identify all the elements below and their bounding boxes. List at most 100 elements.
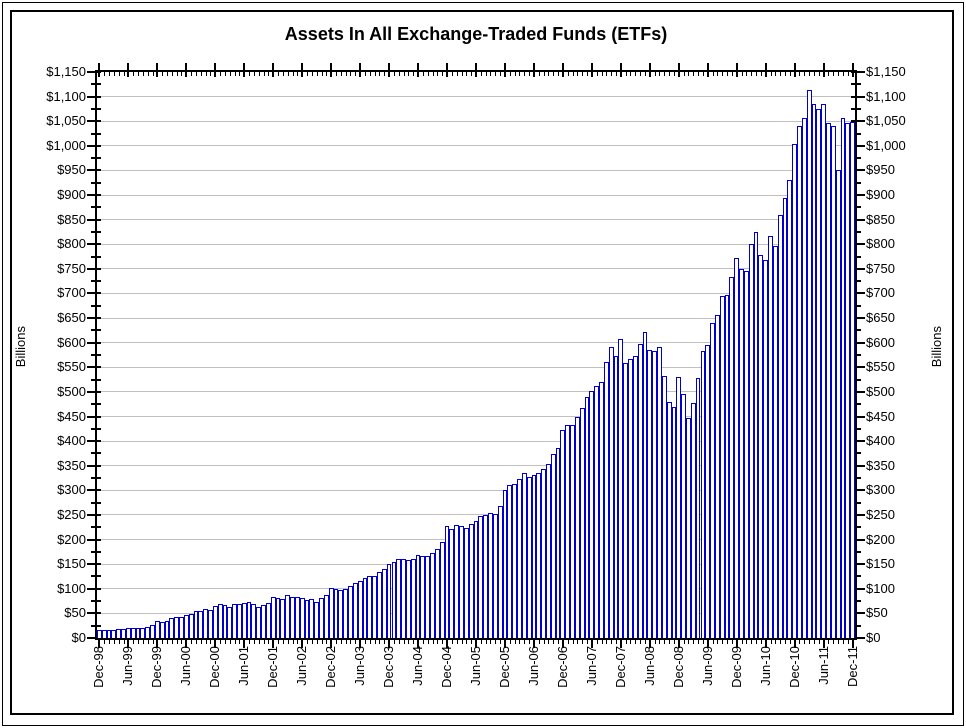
bar xyxy=(251,603,257,638)
x-minor-tick-bottom xyxy=(340,636,342,644)
bar xyxy=(845,123,851,638)
bar xyxy=(565,425,571,638)
x-minor-tick-bottom xyxy=(456,636,458,644)
x-minor-tick-top xyxy=(162,72,164,76)
bar xyxy=(613,355,619,638)
bar xyxy=(275,598,281,638)
bar xyxy=(811,103,817,638)
x-minor-tick-bottom xyxy=(644,636,646,644)
x-minor-tick-bottom xyxy=(350,636,352,644)
bar xyxy=(299,598,305,638)
x-minor-tick-bottom xyxy=(113,636,115,644)
x-tick-label: Dec-05 xyxy=(496,646,512,688)
bar xyxy=(241,602,247,638)
bar xyxy=(787,180,793,638)
bar xyxy=(410,559,416,638)
bar xyxy=(309,599,315,638)
x-minor-tick-top xyxy=(500,72,502,76)
bar xyxy=(536,473,542,638)
bar xyxy=(391,561,397,638)
x-tick-label: Dec-11 xyxy=(844,646,860,687)
y-major-tick-left xyxy=(87,292,101,295)
x-minor-tick-top xyxy=(746,72,748,76)
x-minor-tick-top xyxy=(567,72,569,76)
bar xyxy=(121,629,126,638)
y-major-tick-left xyxy=(87,587,101,590)
x-minor-tick-top xyxy=(234,72,236,76)
bar xyxy=(348,586,353,638)
bar xyxy=(657,346,662,638)
x-minor-tick-bottom xyxy=(138,636,140,644)
x-minor-tick-top xyxy=(698,72,700,76)
x-minor-tick-top xyxy=(538,72,540,76)
bar xyxy=(227,606,233,638)
x-minor-tick-bottom xyxy=(133,636,135,644)
x-minor-tick-top xyxy=(529,72,531,76)
bar xyxy=(705,344,711,638)
x-minor-tick-bottom xyxy=(210,636,212,644)
x-minor-tick-bottom xyxy=(616,636,617,644)
x-minor-tick-top xyxy=(630,72,632,76)
x-minor-tick-top xyxy=(427,72,429,76)
x-minor-tick-bottom xyxy=(162,636,164,644)
y-major-tick-right xyxy=(851,243,865,246)
x-minor-tick-bottom xyxy=(171,636,173,644)
x-minor-tick-bottom xyxy=(683,636,685,644)
x-minor-tick-top xyxy=(784,72,786,76)
y-major-tick-left xyxy=(87,144,101,147)
x-major-tick-bottom xyxy=(446,634,449,648)
y-tick-label-left: $250 xyxy=(57,506,86,522)
bar xyxy=(217,603,223,638)
x-minor-tick-top xyxy=(311,72,313,76)
gridline xyxy=(97,514,855,516)
x-tick-label: Dec-07 xyxy=(612,646,628,688)
x-minor-tick-top xyxy=(403,72,405,76)
x-minor-tick-bottom xyxy=(529,636,531,644)
x-minor-tick-top xyxy=(239,72,241,76)
bar xyxy=(328,587,334,638)
x-major-tick-bottom xyxy=(735,634,738,648)
x-minor-tick-top xyxy=(442,72,444,76)
x-minor-tick-top xyxy=(548,72,550,76)
x-minor-tick-top xyxy=(456,72,458,76)
x-minor-tick-bottom xyxy=(567,636,569,644)
gridline xyxy=(97,96,855,98)
bar xyxy=(647,350,653,638)
y-major-tick-right xyxy=(851,513,865,516)
bar xyxy=(434,549,440,638)
chart-title: Assets In All Exchange-Traded Funds (ETF… xyxy=(284,24,668,44)
x-minor-tick-bottom xyxy=(587,636,589,644)
y-major-tick-left xyxy=(87,538,101,541)
bar xyxy=(628,358,633,638)
bar xyxy=(758,255,764,638)
y-tick-label-right: $0 xyxy=(866,630,881,645)
y-tick-label-right: $1,050 xyxy=(866,113,906,129)
bar xyxy=(608,346,614,638)
x-minor-tick-top xyxy=(278,72,280,76)
x-minor-tick-bottom xyxy=(268,636,270,644)
bar xyxy=(449,528,455,638)
y-major-tick-right xyxy=(851,390,865,393)
bar xyxy=(690,403,696,638)
bar xyxy=(502,489,508,638)
bar xyxy=(304,599,310,638)
x-minor-tick-bottom xyxy=(437,636,439,644)
y-tick-label-left: $150 xyxy=(57,556,86,572)
x-minor-tick-bottom xyxy=(432,636,434,644)
x-minor-tick-top xyxy=(171,72,173,76)
x-tick-label: Jun-11 xyxy=(815,646,831,685)
bar xyxy=(507,484,513,638)
x-minor-tick-bottom xyxy=(606,636,608,644)
x-minor-tick-bottom xyxy=(842,636,844,644)
y-major-tick-right xyxy=(851,144,865,147)
bar xyxy=(343,588,349,638)
bar xyxy=(826,123,831,638)
bar xyxy=(294,596,300,638)
x-minor-tick-top xyxy=(669,72,671,76)
x-minor-tick-bottom xyxy=(673,636,675,644)
y-major-tick-left xyxy=(87,243,101,246)
x-major-tick-bottom xyxy=(619,634,622,648)
x-minor-tick-top xyxy=(249,72,251,76)
x-tick-label: Jun-09 xyxy=(699,646,715,686)
bar xyxy=(710,323,715,638)
